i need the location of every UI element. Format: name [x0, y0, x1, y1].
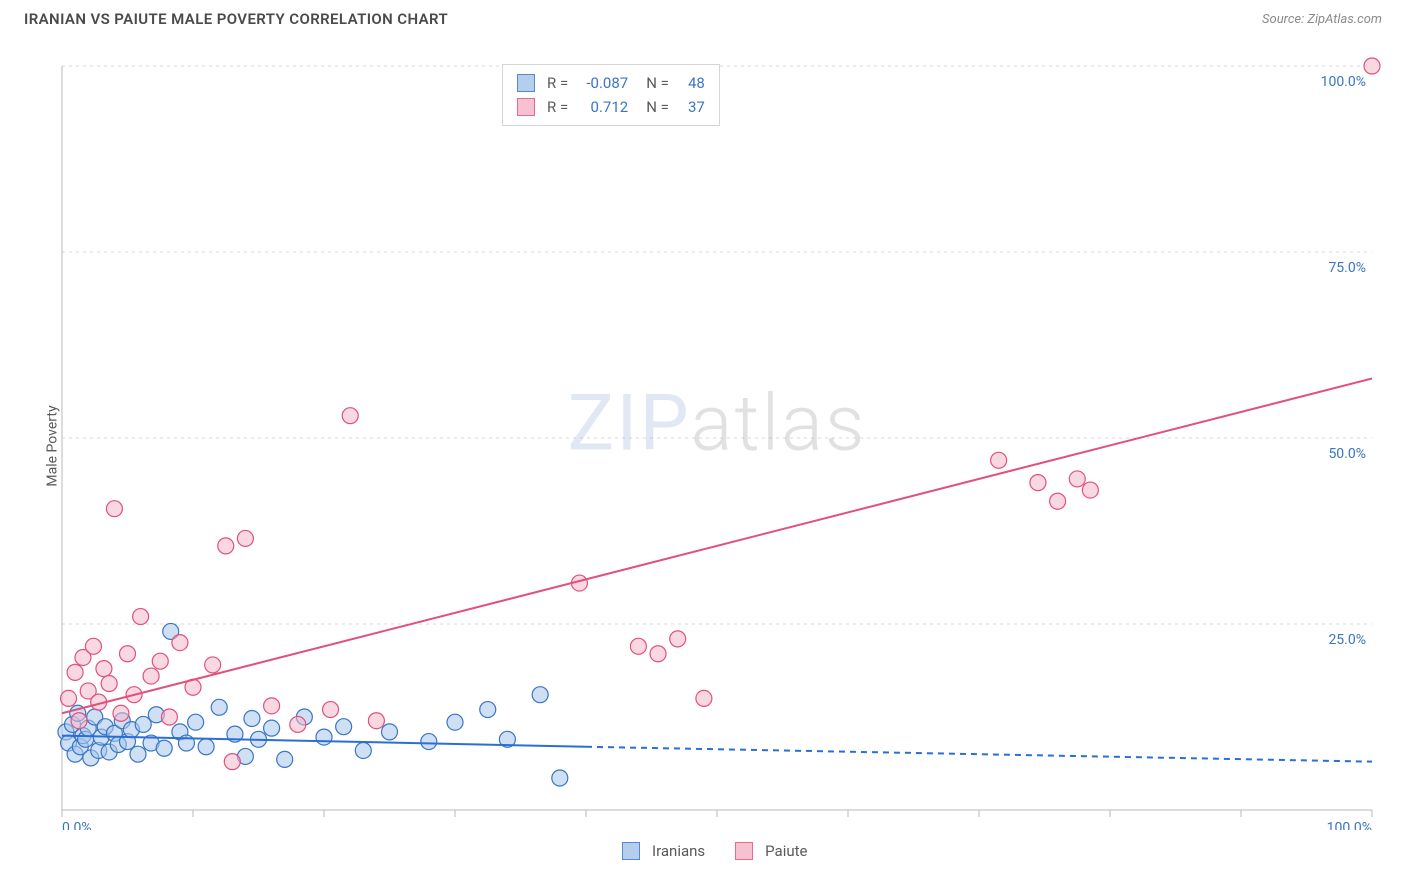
data-point: [133, 609, 149, 625]
data-point: [172, 635, 188, 651]
data-point: [552, 770, 568, 786]
data-point: [355, 742, 371, 758]
data-point: [1082, 482, 1098, 498]
data-point: [237, 530, 253, 546]
data-point: [277, 751, 293, 767]
x-tick-label: 100.0%: [1327, 820, 1372, 830]
x-tick-label: 0.0%: [62, 820, 92, 830]
data-point: [71, 713, 87, 729]
data-point: [696, 690, 712, 706]
data-point: [630, 638, 646, 654]
data-point: [264, 720, 280, 736]
legend-item: Iranians: [622, 842, 705, 860]
data-point: [101, 676, 117, 692]
data-point: [1030, 475, 1046, 491]
data-point: [161, 709, 177, 725]
data-point: [368, 713, 384, 729]
data-point: [342, 408, 358, 424]
data-point: [205, 657, 221, 673]
data-point: [447, 714, 463, 730]
legend-swatch: [622, 842, 640, 860]
y-tick-label: 100.0%: [1321, 74, 1366, 90]
data-point: [244, 710, 260, 726]
legend-label: Paiute: [765, 842, 807, 860]
stat-r-value: -0.087: [576, 71, 628, 95]
stat-n-value: 37: [677, 95, 705, 119]
data-point: [336, 719, 352, 735]
data-point: [480, 702, 496, 718]
data-point: [120, 646, 136, 662]
trend-line-dashed: [586, 747, 1372, 762]
data-point: [532, 687, 548, 703]
data-point: [382, 724, 398, 740]
data-point: [670, 631, 686, 647]
y-tick-label: 75.0%: [1328, 260, 1366, 276]
data-point: [1050, 493, 1066, 509]
scatter-chart: 25.0% 50.0% 75.0% 100.0% 0.0% 100.0%: [52, 50, 1382, 830]
data-point: [650, 646, 666, 662]
chart-title: IRANIAN VS PAIUTE MALE POVERTY CORRELATI…: [24, 10, 448, 28]
stats-row: R = 0.712 N = 37: [517, 95, 705, 119]
legend-item: Paiute: [735, 842, 807, 860]
data-point: [61, 690, 77, 706]
source-label: Source: ZipAtlas.com: [1262, 12, 1382, 27]
stat-r-label: R =: [547, 71, 568, 95]
data-point: [316, 729, 332, 745]
stat-n-value: 48: [677, 71, 705, 95]
data-point: [421, 734, 437, 750]
legend-swatch: [735, 842, 753, 860]
data-point: [290, 716, 306, 732]
data-point: [218, 538, 234, 554]
chart-area: 25.0%50.0%75.0%100.0%0.0%100.0% ZIPatlas…: [52, 50, 1382, 830]
data-point: [156, 740, 172, 756]
data-point: [96, 661, 112, 677]
legend-swatch: [517, 74, 535, 92]
stat-n-label: N =: [646, 71, 669, 95]
stat-r-value: 0.712: [576, 95, 628, 119]
stat-r-label: R =: [547, 95, 568, 119]
data-point: [188, 714, 204, 730]
data-point: [1364, 58, 1380, 74]
y-tick-label: 25.0%: [1328, 632, 1366, 648]
stats-box: R = -0.087 N = 48 R = 0.712 N = 37: [502, 64, 720, 126]
trend-line: [62, 378, 1372, 713]
data-point: [323, 702, 339, 718]
data-point: [211, 699, 227, 715]
data-point: [264, 698, 280, 714]
data-point: [198, 739, 214, 755]
data-point: [1069, 471, 1085, 487]
stat-n-label: N =: [646, 95, 669, 119]
data-point: [85, 638, 101, 654]
y-tick-label: 50.0%: [1328, 446, 1366, 462]
legend-swatch: [517, 98, 535, 116]
y-axis-label: Male Poverty: [45, 405, 61, 486]
data-point: [152, 653, 168, 669]
data-point: [106, 501, 122, 517]
stats-row: R = -0.087 N = 48: [517, 71, 705, 95]
legend-label: Iranians: [652, 842, 705, 860]
bottom-legend: Iranians Paiute: [622, 842, 807, 860]
data-point: [991, 452, 1007, 468]
data-point: [67, 664, 83, 680]
data-point: [113, 705, 129, 721]
data-point: [143, 668, 159, 684]
data-point: [224, 754, 240, 770]
data-point: [130, 746, 146, 762]
